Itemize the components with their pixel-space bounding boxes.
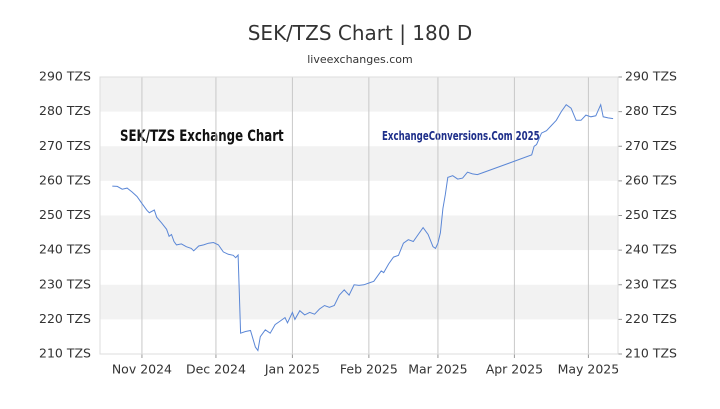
- y-tick-label: 260 TZS: [625, 172, 677, 187]
- chart-subtitle: liveexchanges.com: [307, 53, 412, 66]
- annotation: SEK/TZS Exchange Chart: [120, 127, 284, 146]
- plot-frame: [99, 76, 619, 355]
- y-tick-label: 230 TZS: [39, 276, 91, 291]
- x-tick-label: Feb 2025: [340, 362, 398, 377]
- x-tick-label: Nov 2024: [112, 362, 172, 377]
- x-tick-label: May 2025: [558, 362, 620, 377]
- x-tick-label: Jan 2025: [264, 362, 320, 377]
- y-tick-label: 270 TZS: [39, 138, 91, 153]
- y-tick-label: 220 TZS: [39, 311, 91, 326]
- y-tick-label: 240 TZS: [625, 242, 677, 257]
- y-tick-label: 270 TZS: [625, 138, 677, 153]
- chart-title: SEK/TZS Chart | 180 D: [248, 21, 473, 45]
- y-tick-label: 250 TZS: [625, 207, 677, 222]
- y-tick-label: 280 TZS: [625, 103, 677, 118]
- line: [112, 103, 614, 352]
- grid-band: [100, 215, 618, 251]
- y-tick-label: 220 TZS: [625, 311, 677, 326]
- y-tick-label: 250 TZS: [39, 207, 91, 222]
- y-tick-label: 290 TZS: [625, 69, 677, 84]
- x-tick-label: Apr 2025: [486, 362, 543, 377]
- x-tick-label: Mar 2025: [408, 362, 467, 377]
- annotation: ExchangeConversions.Com 2025: [382, 130, 540, 144]
- grid-band: [100, 146, 618, 181]
- y-tick-label: 210 TZS: [625, 346, 677, 361]
- y-tick-label: 210 TZS: [39, 346, 91, 361]
- y-tick-label: 290 TZS: [39, 69, 91, 84]
- y-tick-label: 230 TZS: [625, 276, 677, 291]
- x-tick-label: Dec 2024: [186, 362, 246, 377]
- bands: [100, 77, 618, 320]
- grid-band: [100, 284, 618, 320]
- y-tick-label: 260 TZS: [39, 172, 91, 187]
- grid-band: [100, 77, 618, 112]
- y-tick-label: 280 TZS: [39, 103, 91, 118]
- y-tick-label: 240 TZS: [39, 242, 91, 257]
